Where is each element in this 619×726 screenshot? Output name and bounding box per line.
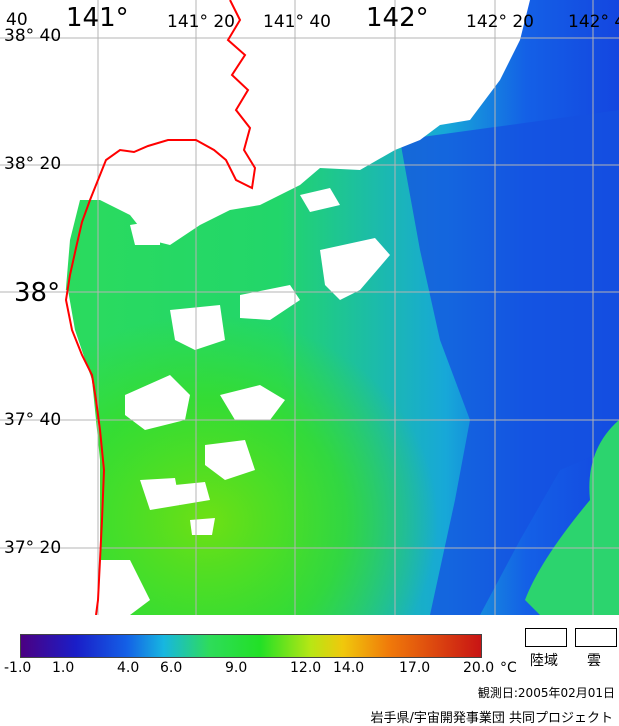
lon-label-141: 141° [66, 3, 129, 33]
corner-fragment: 40 [6, 10, 28, 30]
lon-label-141-40: 141° 40 [263, 12, 331, 32]
land-and-cloud-top [0, 0, 530, 300]
lon-label-142-20: 142° 20 [466, 12, 534, 32]
unit-label: °C [500, 660, 517, 676]
east-warm-tongue [525, 420, 619, 615]
coastline [64, 0, 257, 615]
lon-label-142: 142° [366, 3, 429, 33]
lat-label-37-40: 37° 40 [4, 410, 62, 430]
land-label: 陸域 [530, 653, 558, 669]
colorbar-tick: 1.0 [52, 660, 75, 676]
lon-label-142-40: 142° 4 [568, 12, 619, 32]
cloud-patches [125, 188, 390, 535]
lon-label-141-20: 141° 20 [167, 12, 235, 32]
colorbar-tick: 9.0 [225, 660, 248, 676]
lat-label-38: 38° [14, 278, 61, 308]
sst-map: 141° 141° 20 141° 40 142° 142° 20 142° 4… [0, 0, 619, 615]
land-west [0, 290, 100, 615]
observation-date: 観測日:2005年02月01日 [477, 686, 615, 700]
sst-map-image [0, 0, 619, 615]
land-swatch [525, 628, 567, 647]
lat-label-38-40: 38° 40 [4, 26, 62, 46]
land-southwest [95, 560, 150, 615]
lat-lon-grid [0, 0, 619, 615]
colorbar-tick: -1.0 [4, 660, 32, 676]
colorbar-tick: 4.0 [117, 660, 140, 676]
colorbar-tick: 20.0 [463, 660, 495, 676]
colorbar-tick: 12.0 [290, 660, 322, 676]
credit-text: 岩手県/宇宙開発事業団 共同プロジェクト [370, 711, 613, 726]
temperature-colorbar [20, 634, 482, 658]
lat-label-37-20: 37° 20 [4, 538, 62, 558]
colorbar-tick: 6.0 [160, 660, 183, 676]
colorbar-tick: 17.0 [399, 660, 431, 676]
cold-water-band [400, 110, 619, 615]
cloud-swatch [575, 628, 617, 647]
colorbar-tick: 14.0 [333, 660, 365, 676]
lat-label-38-20: 38° 20 [4, 154, 62, 174]
cloud-label: 雲 [587, 653, 601, 669]
legend-panel: -1.0 1.0 4.0 6.0 9.0 12.0 14.0 17.0 20.0… [0, 615, 619, 726]
